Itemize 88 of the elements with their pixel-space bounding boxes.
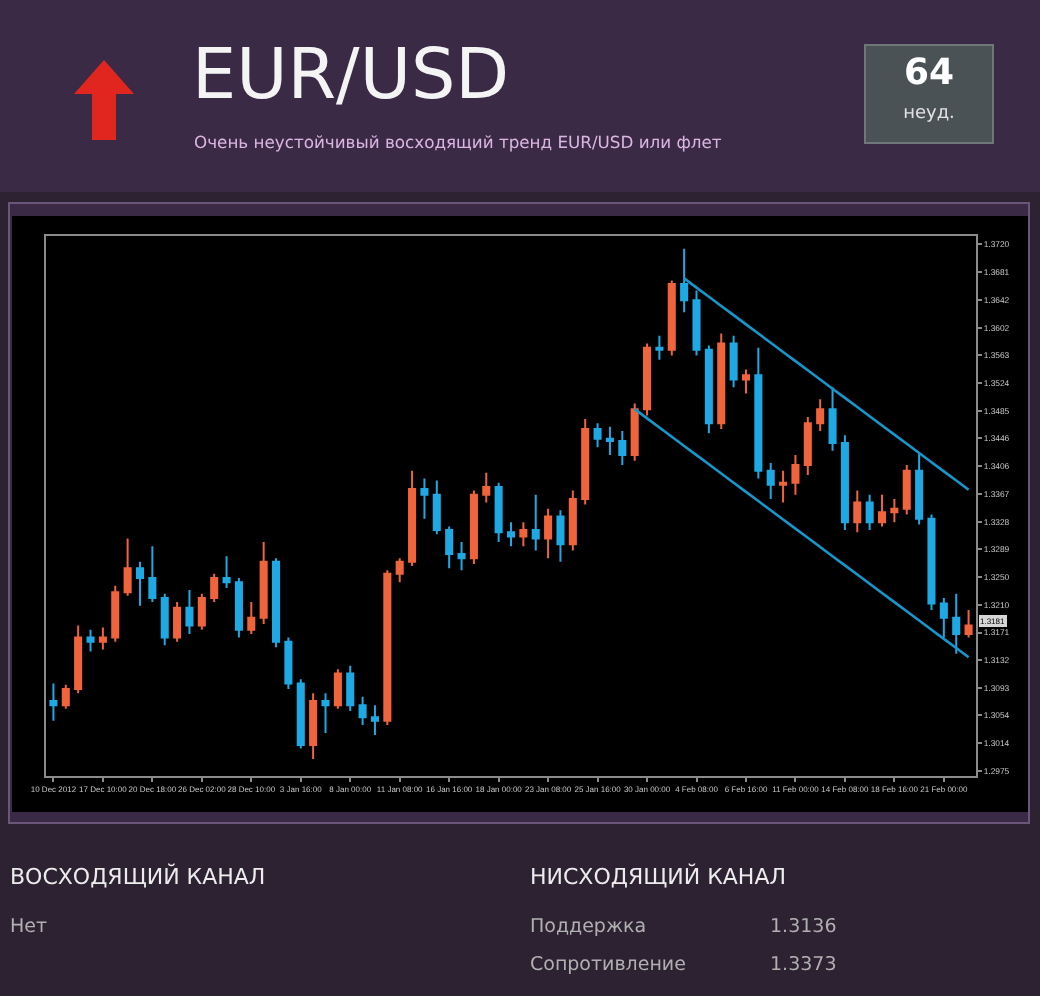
candlestick (395, 557, 404, 584)
candlestick (160, 592, 169, 647)
candlestick (952, 592, 961, 655)
candlestick (272, 557, 281, 649)
candlestick (927, 513, 936, 611)
candlestick (791, 454, 800, 496)
candlestick (61, 683, 70, 710)
candlestick (86, 628, 95, 653)
text: 64 (901, 52, 957, 96)
candlestick (877, 493, 887, 528)
candlestick (321, 692, 330, 734)
candlestick (284, 636, 293, 691)
text: 1.3136 (770, 916, 837, 939)
candlestick (247, 601, 256, 635)
candlestick (346, 664, 355, 712)
candlestick (915, 451, 924, 526)
candlestick (643, 342, 652, 417)
candlestick (816, 398, 825, 433)
candlestick (667, 279, 676, 357)
candlestick (618, 430, 627, 466)
candlestick (98, 626, 107, 651)
candlestick (803, 415, 812, 476)
candlestick (135, 560, 145, 607)
candlestick (865, 493, 874, 532)
candlestick (890, 497, 899, 524)
candlestick (445, 525, 454, 570)
text: Нет (10, 916, 48, 939)
candlestick (309, 692, 318, 761)
candlestick (779, 469, 788, 504)
candlestick (432, 479, 441, 536)
candlestick (123, 537, 132, 597)
candlestick (939, 596, 948, 639)
candlestick (519, 521, 528, 548)
candlestick (568, 489, 577, 552)
text: Сопротивление (530, 954, 686, 977)
candlestick (234, 577, 243, 639)
candlestick (74, 624, 83, 695)
candlestick (259, 541, 268, 626)
candlestick (457, 541, 466, 572)
candlestick (482, 471, 491, 504)
candlestick (148, 545, 157, 604)
candlestick (680, 247, 689, 314)
candlestick (420, 477, 429, 520)
candlestick (197, 592, 206, 631)
candlestick (333, 668, 342, 710)
candlestick (469, 489, 478, 565)
candlestick (902, 464, 911, 516)
candlestick (630, 402, 639, 462)
candlestick (544, 507, 553, 560)
candlestick (358, 695, 367, 727)
candlestick (210, 572, 219, 604)
candlestick (494, 481, 503, 544)
candlestick (531, 493, 540, 552)
candlestick (840, 434, 849, 532)
candlestick (741, 368, 750, 395)
chart-title: EUR/USD (192, 36, 510, 116)
candlestick (964, 608, 973, 639)
candlestick (222, 555, 231, 589)
candlestick (692, 289, 701, 357)
candlestick (828, 386, 837, 452)
candlestick (729, 334, 738, 389)
candlestick (605, 425, 614, 457)
candlestick (506, 521, 516, 548)
candlestick (296, 678, 305, 750)
candlestick (766, 461, 775, 500)
candlestick (593, 422, 602, 449)
candlestick (754, 346, 763, 480)
candlestick (185, 589, 194, 635)
candlestick (704, 344, 713, 435)
line-series (633, 407, 970, 659)
candlestick (111, 584, 120, 643)
text: ВОСХОДЯЩИЙ КАНАЛ (10, 864, 266, 891)
candlestick (853, 489, 862, 534)
candlestick (581, 418, 590, 506)
chart-subtitle: Очень неустойчивый восходящий тренд EUR/USD или флет (194, 132, 722, 154)
text: 1.3373 (770, 954, 837, 977)
candlestick (717, 332, 726, 430)
text: Поддержка (530, 916, 647, 939)
candlestick (383, 569, 392, 727)
candlestick (49, 682, 58, 722)
candlestick (655, 334, 664, 361)
candlestick (370, 704, 379, 736)
text: неуд. (901, 104, 957, 126)
candlestick (408, 469, 417, 568)
line-series (682, 277, 970, 492)
candlestick (556, 509, 565, 563)
text: НИСХОДЯЩИЙ КАНАЛ (530, 864, 786, 891)
candlestick (173, 601, 182, 643)
